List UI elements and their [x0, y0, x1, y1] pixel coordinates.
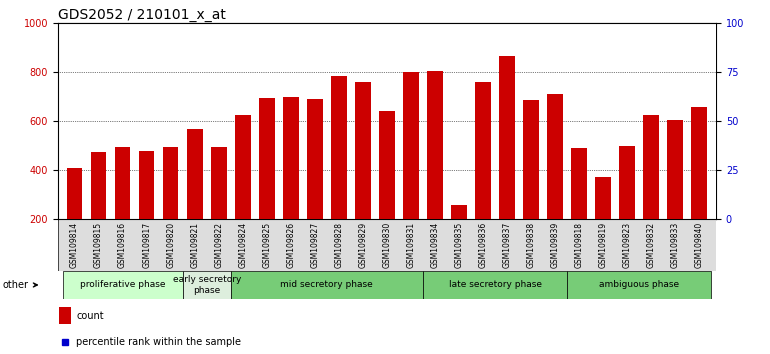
Bar: [644, 115, 659, 269]
Bar: [307, 99, 323, 269]
Text: GSM109816: GSM109816: [118, 222, 127, 268]
Text: GSM109826: GSM109826: [286, 222, 296, 268]
Text: percentile rank within the sample: percentile rank within the sample: [76, 337, 241, 347]
Bar: [235, 115, 250, 269]
Bar: [59, 307, 71, 324]
Bar: [163, 147, 179, 269]
Bar: [691, 107, 707, 269]
Text: other: other: [3, 280, 37, 290]
Bar: [499, 56, 515, 269]
Text: GSM109835: GSM109835: [454, 222, 464, 268]
Text: GSM109822: GSM109822: [214, 222, 223, 268]
Text: GSM109837: GSM109837: [503, 222, 511, 268]
Bar: [475, 82, 490, 269]
Text: GSM109818: GSM109818: [574, 222, 584, 268]
Text: GSM109839: GSM109839: [551, 222, 560, 268]
Text: GSM109823: GSM109823: [623, 222, 631, 268]
Text: GSM109820: GSM109820: [166, 222, 176, 268]
Text: GSM109832: GSM109832: [647, 222, 656, 268]
Text: mid secretory phase: mid secretory phase: [280, 280, 373, 290]
Bar: [211, 147, 226, 269]
Bar: [283, 97, 299, 269]
Bar: [427, 71, 443, 269]
Bar: [139, 151, 155, 269]
Text: GSM109840: GSM109840: [695, 222, 704, 268]
Bar: [355, 82, 370, 269]
Bar: [595, 177, 611, 269]
Bar: [423, 271, 567, 299]
Text: GSM109828: GSM109828: [334, 222, 343, 268]
Bar: [67, 168, 82, 269]
Bar: [451, 205, 467, 269]
Bar: [524, 101, 539, 269]
Bar: [379, 112, 395, 269]
Text: proliferative phase: proliferative phase: [80, 280, 166, 290]
Bar: [62, 271, 182, 299]
Text: GSM109815: GSM109815: [94, 222, 103, 268]
Text: early secretory
phase: early secretory phase: [172, 275, 241, 295]
Text: GSM109829: GSM109829: [358, 222, 367, 268]
Bar: [571, 148, 587, 269]
Bar: [403, 72, 419, 269]
Bar: [115, 147, 130, 269]
Text: late secretory phase: late secretory phase: [449, 280, 541, 290]
Text: GSM109827: GSM109827: [310, 222, 320, 268]
Text: ambiguous phase: ambiguous phase: [599, 280, 679, 290]
Bar: [182, 271, 231, 299]
Bar: [619, 146, 635, 269]
Bar: [91, 152, 106, 269]
Text: GSM109838: GSM109838: [527, 222, 536, 268]
Text: GSM109833: GSM109833: [671, 222, 680, 268]
Text: GSM109830: GSM109830: [383, 222, 391, 268]
Text: GSM109821: GSM109821: [190, 222, 199, 268]
Text: count: count: [76, 310, 104, 321]
Text: GSM109819: GSM109819: [598, 222, 608, 268]
Text: GSM109836: GSM109836: [478, 222, 487, 268]
Text: GSM109831: GSM109831: [407, 222, 416, 268]
Bar: [187, 129, 203, 269]
Bar: [331, 76, 347, 269]
Bar: [668, 120, 683, 269]
Text: GSM109825: GSM109825: [263, 222, 271, 268]
Text: GSM109834: GSM109834: [430, 222, 440, 268]
Text: GSM109817: GSM109817: [142, 222, 151, 268]
Text: GDS2052 / 210101_x_at: GDS2052 / 210101_x_at: [58, 8, 226, 22]
Bar: [58, 219, 716, 271]
Text: GSM109814: GSM109814: [70, 222, 79, 268]
Bar: [231, 271, 423, 299]
Bar: [547, 94, 563, 269]
Text: GSM109824: GSM109824: [238, 222, 247, 268]
Bar: [259, 98, 275, 269]
Bar: [567, 271, 711, 299]
